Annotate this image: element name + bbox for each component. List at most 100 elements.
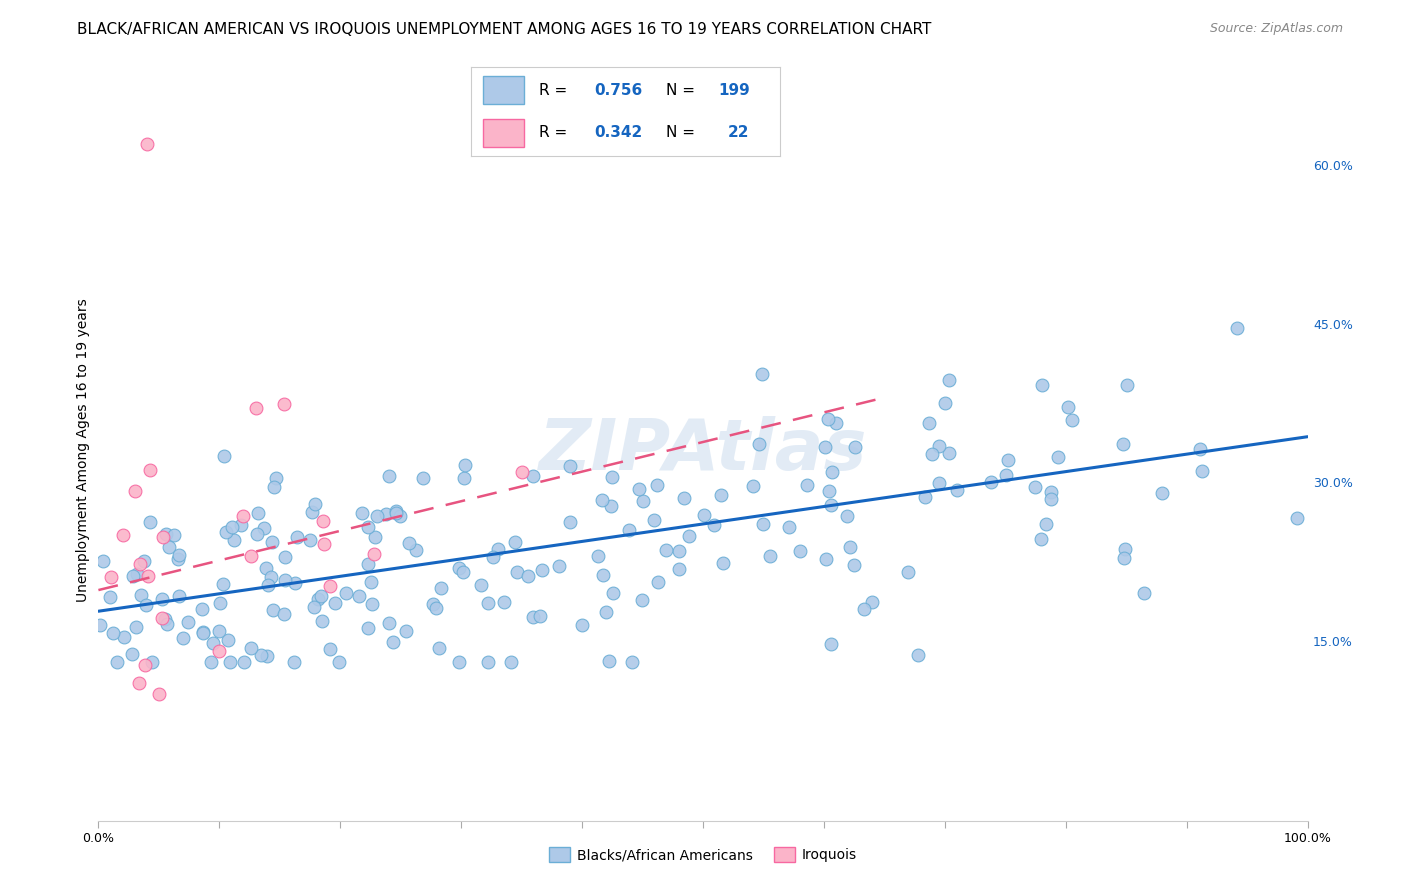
Point	[548, 558, 571, 573]
Point	[263, 480, 285, 494]
Point	[470, 578, 492, 592]
Point	[516, 568, 538, 582]
Point	[254, 561, 277, 575]
Point	[588, 549, 610, 563]
Point	[231, 509, 253, 524]
Point	[1029, 532, 1052, 546]
Point	[945, 483, 967, 497]
Point	[505, 566, 527, 580]
Point	[630, 593, 652, 607]
Point	[631, 494, 654, 508]
Point	[284, 576, 307, 591]
Point	[860, 595, 883, 609]
Point	[208, 624, 231, 638]
Point	[357, 557, 380, 571]
Point	[1114, 542, 1136, 557]
Point	[150, 611, 173, 625]
Point	[247, 507, 270, 521]
Point	[643, 513, 665, 527]
Point	[751, 368, 773, 382]
Point	[212, 449, 235, 463]
Point	[678, 529, 700, 543]
Point	[273, 397, 295, 411]
Point	[349, 589, 371, 603]
Point	[1046, 450, 1069, 464]
Point	[668, 562, 690, 576]
Point	[1111, 437, 1133, 451]
Point	[425, 601, 447, 615]
Point	[121, 648, 143, 662]
Point	[202, 635, 225, 649]
Point	[571, 618, 593, 632]
Point	[190, 602, 212, 616]
Point	[494, 595, 516, 609]
Text: 0.342: 0.342	[595, 126, 643, 140]
Point	[1057, 400, 1080, 414]
Point	[364, 530, 387, 544]
Point	[378, 616, 401, 631]
Point	[219, 655, 242, 669]
Point	[136, 569, 159, 583]
Point	[592, 567, 614, 582]
Point	[852, 602, 875, 616]
Point	[529, 609, 551, 624]
Point	[134, 554, 156, 568]
Point	[328, 655, 350, 669]
Point	[477, 596, 499, 610]
Point	[304, 600, 326, 615]
Point	[253, 521, 276, 535]
Point	[264, 471, 287, 485]
Point	[200, 655, 222, 669]
Point	[111, 528, 134, 542]
Point	[672, 491, 695, 506]
Point	[796, 478, 818, 492]
Point	[531, 564, 554, 578]
Point	[928, 439, 950, 453]
Point	[128, 558, 150, 572]
Point	[621, 655, 644, 669]
Point	[591, 492, 613, 507]
Point	[100, 570, 122, 584]
Point	[1133, 586, 1156, 600]
Point	[260, 570, 283, 584]
Point	[215, 524, 238, 539]
Point	[363, 547, 385, 561]
Point	[447, 655, 470, 669]
Legend: Blacks/African Americans, Iroquois: Blacks/African Americans, Iroquois	[543, 840, 863, 869]
Point	[208, 644, 231, 658]
Point	[224, 533, 246, 548]
Point	[312, 537, 335, 551]
Point	[647, 478, 669, 492]
Point	[1040, 484, 1063, 499]
Point	[309, 589, 332, 603]
Point	[375, 507, 398, 521]
Point	[938, 373, 960, 387]
Text: 22: 22	[728, 126, 749, 140]
Point	[1031, 377, 1053, 392]
Point	[177, 615, 200, 629]
Point	[668, 544, 690, 558]
Point	[385, 506, 408, 520]
Point	[934, 396, 956, 410]
Point	[311, 615, 333, 629]
Point	[499, 655, 522, 669]
Point	[167, 589, 190, 603]
Point	[352, 506, 374, 520]
Point	[842, 558, 865, 572]
Point	[818, 484, 841, 499]
Point	[156, 617, 179, 632]
Point	[191, 624, 214, 639]
Point	[405, 543, 427, 558]
Text: BLACK/AFRICAN AMERICAN VS IROQUOIS UNEMPLOYMENT AMONG AGES 16 TO 19 YEARS CORREL: BLACK/AFRICAN AMERICAN VS IROQUOIS UNEMP…	[77, 22, 932, 37]
Point	[558, 515, 581, 529]
Point	[449, 561, 471, 575]
Point	[647, 574, 669, 589]
Point	[897, 565, 920, 579]
Point	[377, 469, 399, 483]
Point	[299, 533, 322, 547]
Point	[385, 504, 408, 518]
Point	[1112, 551, 1135, 566]
Point	[335, 586, 357, 600]
Text: 199: 199	[718, 83, 751, 97]
Point	[157, 540, 180, 554]
